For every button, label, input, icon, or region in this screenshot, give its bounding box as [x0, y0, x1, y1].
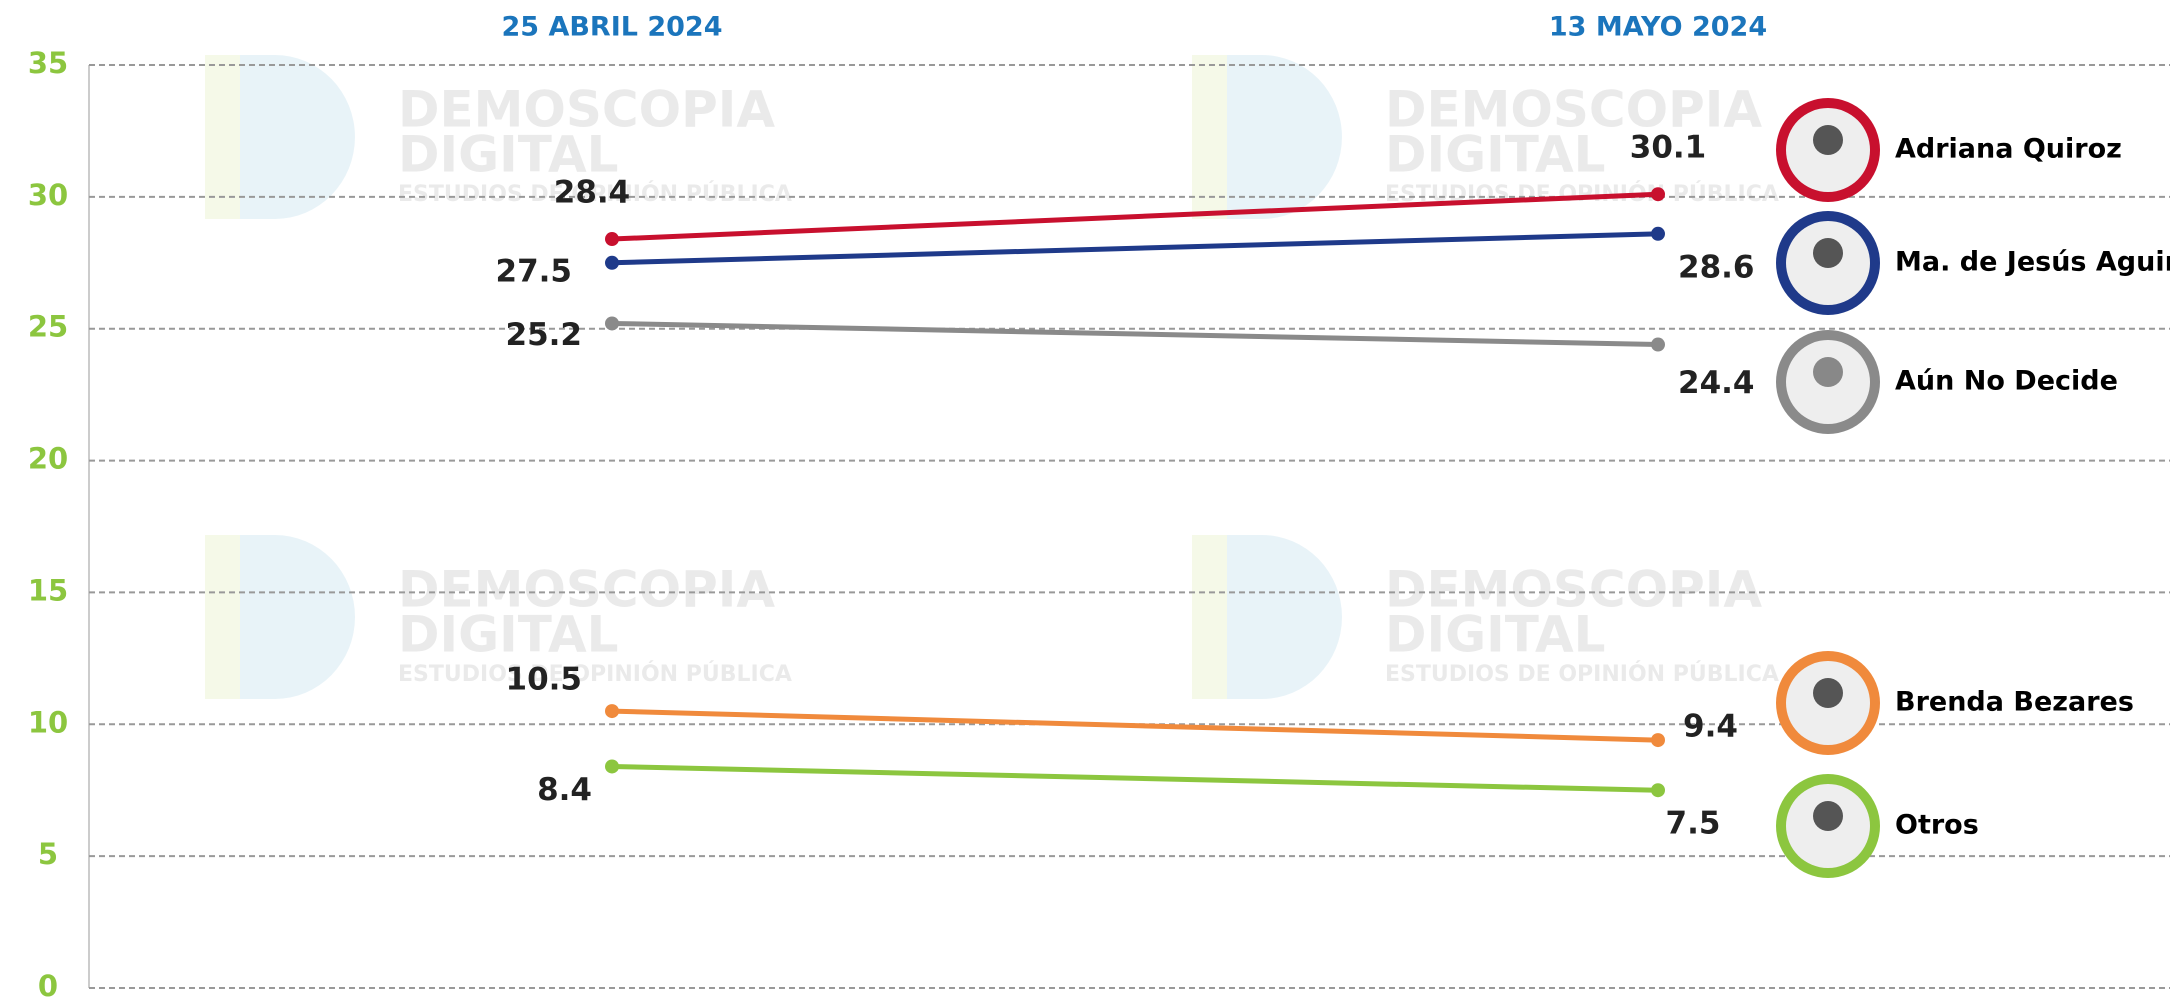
value-label: 10.5 [506, 662, 583, 698]
series-line [612, 323, 1658, 344]
value-label: 25.2 [506, 317, 583, 353]
legend-label: Adriana Quiroz [1895, 134, 2122, 165]
y-tick-label: 20 [28, 442, 68, 476]
point [605, 256, 619, 270]
legend-head [1813, 357, 1843, 387]
legend-head [1813, 801, 1843, 831]
series-line [612, 234, 1658, 263]
value-label: 7.5 [1666, 806, 1721, 842]
chart: DEMOSCOPIADIGITALESTUDIOS DE OPINIÓN PÚB… [0, 0, 2170, 1003]
point [605, 704, 619, 718]
watermark-text: DIGITAL [1385, 606, 1606, 664]
value-label: 27.5 [496, 253, 573, 289]
point [605, 232, 619, 246]
point [1651, 783, 1665, 797]
legend-label: Ma. de Jesús Aguir [1895, 247, 2170, 278]
y-tick-label: 25 [28, 310, 68, 344]
value-label: 28.4 [554, 175, 631, 211]
y-tick-label: 0 [38, 969, 58, 1003]
watermark-text: DIGITAL [398, 606, 619, 664]
point [1651, 187, 1665, 201]
watermark-logo [205, 535, 240, 699]
watermark-logo [205, 55, 240, 219]
series-line [612, 711, 1658, 740]
watermark-logo [1192, 535, 1227, 699]
y-tick-label: 30 [28, 178, 68, 212]
legend-head [1813, 678, 1843, 708]
series-line [612, 766, 1658, 790]
value-label: 28.6 [1678, 249, 1755, 285]
point [605, 316, 619, 330]
value-label: 24.4 [1678, 365, 1755, 401]
watermark-text: DIGITAL [1385, 126, 1606, 184]
y-tick-label: 10 [28, 705, 68, 739]
watermark-text: ESTUDIOS DE OPINIÓN PÚBLICA [398, 661, 792, 687]
watermark-text: ESTUDIOS DE OPINIÓN PÚBLICA [1385, 661, 1779, 687]
legend-head [1813, 125, 1843, 155]
legend-label: Aún No Decide [1895, 366, 2118, 397]
y-tick-label: 15 [28, 573, 68, 607]
point [605, 759, 619, 773]
x-tick-label: 25 ABRIL 2024 [501, 12, 722, 43]
point [1651, 733, 1665, 747]
point [1651, 227, 1665, 241]
y-tick-label: 5 [38, 837, 58, 871]
y-tick-label: 35 [28, 46, 68, 80]
x-tick-label: 13 MAYO 2024 [1549, 12, 1767, 43]
watermark-logo [1192, 55, 1227, 219]
legend-label: Brenda Bezares [1895, 687, 2134, 718]
point [1651, 338, 1665, 352]
value-label: 30.1 [1630, 130, 1707, 166]
value-label: 8.4 [537, 772, 592, 808]
legend-label: Otros [1895, 810, 1979, 841]
value-label: 9.4 [1683, 709, 1738, 745]
legend-head [1813, 238, 1843, 268]
